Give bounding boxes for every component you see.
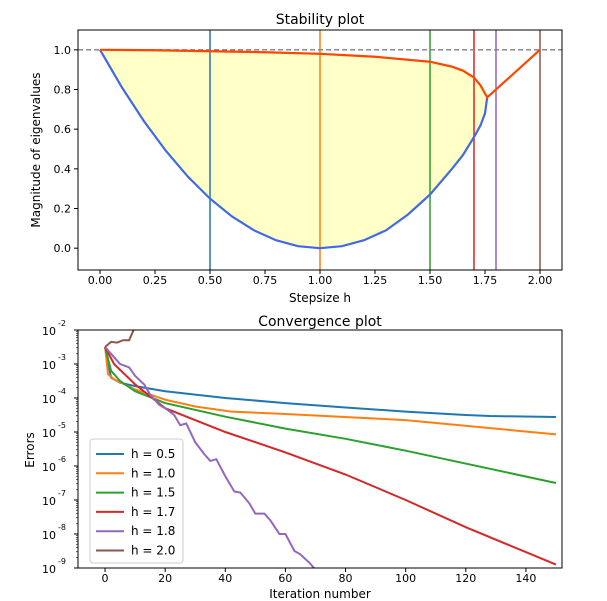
x-tick-label: 120 [455, 572, 476, 585]
y-tick-label: 0.2 [54, 203, 72, 216]
stability-xlabel: Stepsize h [289, 291, 351, 305]
x-tick-label: 100 [395, 572, 416, 585]
y-tick-exponent: -7 [58, 489, 66, 498]
x-tick-label: 1.25 [363, 274, 388, 287]
convergence-title: Convergence plot [258, 314, 382, 330]
y-tick-exponent: -3 [58, 353, 66, 362]
series-line-17 [104, 346, 557, 566]
eigenvalue-curve-1 [99, 48, 541, 100]
y-tick-exponent: -6 [58, 455, 66, 464]
y-tick-label: 10 [42, 359, 56, 372]
stability-title: Stability plot [276, 12, 365, 28]
y-tick-exponent: -5 [58, 421, 66, 430]
legend-label: h = 1.5 [131, 486, 175, 500]
y-tick-label: 0.6 [54, 123, 72, 136]
y-tick-label: 10 [42, 393, 56, 406]
y-tick-label: 10 [42, 563, 56, 576]
y-tick-exponent: -8 [58, 523, 66, 532]
legend-label: h = 1.7 [131, 505, 175, 519]
y-tick-label: 10 [42, 461, 56, 474]
y-tick-label: 0.4 [54, 163, 72, 176]
y-tick-exponent: -4 [58, 387, 66, 396]
x-tick-label: 0.75 [253, 274, 278, 287]
x-tick-label: 0.00 [88, 274, 113, 287]
series-line-10 [104, 346, 557, 436]
eigenvalue-curve-0 [99, 49, 489, 250]
y-tick-exponent: -2 [58, 319, 66, 328]
convergence-plot: Convergence plot Iteration number Errors… [23, 314, 563, 601]
stability-ylabel: Magnitude of eigenvalues [29, 72, 43, 227]
y-tick-label: 10 [42, 495, 56, 508]
series-line-20 [104, 330, 135, 348]
legend-label: h = 1.8 [131, 524, 175, 538]
convergence-ylabel: Errors [23, 432, 37, 468]
legend-label: h = 0.5 [131, 447, 175, 461]
x-tick-label: 0.50 [198, 274, 223, 287]
axes-frame [77, 329, 563, 569]
y-tick-label: 10 [42, 529, 56, 542]
x-tick-label: 1.00 [308, 274, 333, 287]
x-tick-label: 140 [515, 572, 536, 585]
y-tick-label: 0.0 [54, 242, 72, 255]
y-tick-label: 10 [42, 427, 56, 440]
stable-region-fill [100, 49, 488, 249]
legend-label: h = 2.0 [131, 544, 175, 558]
x-tick-label: 80 [339, 572, 353, 585]
legend-label: h = 1.0 [131, 466, 175, 480]
series-line-05 [104, 346, 557, 419]
x-tick-label: 40 [218, 572, 232, 585]
x-tick-label: 0 [102, 572, 109, 585]
x-tick-label: 1.50 [418, 274, 443, 287]
y-tick-exponent: -9 [58, 557, 66, 566]
x-tick-label: 1.75 [473, 274, 498, 287]
x-tick-label: 60 [278, 572, 292, 585]
x-tick-label: 20 [158, 572, 172, 585]
series-line-18 [104, 346, 316, 568]
convergence-xlabel: Iteration number [269, 587, 371, 601]
y-tick-label: 1.0 [54, 44, 72, 57]
y-tick-label: 0.8 [54, 84, 72, 97]
x-tick-label: 2.00 [528, 274, 553, 287]
x-tick-label: 0.25 [143, 274, 168, 287]
stability-plot: Stability plot Stepsize h Magnitude of e… [29, 12, 563, 305]
y-tick-label: 10 [42, 325, 56, 338]
series-line-15 [104, 346, 557, 484]
